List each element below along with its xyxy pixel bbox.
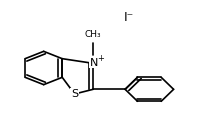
Text: +: + bbox=[98, 54, 104, 63]
Text: CH₃: CH₃ bbox=[85, 30, 102, 39]
Text: S: S bbox=[71, 89, 78, 99]
Text: I⁻: I⁻ bbox=[124, 11, 134, 24]
Text: N: N bbox=[90, 58, 98, 68]
